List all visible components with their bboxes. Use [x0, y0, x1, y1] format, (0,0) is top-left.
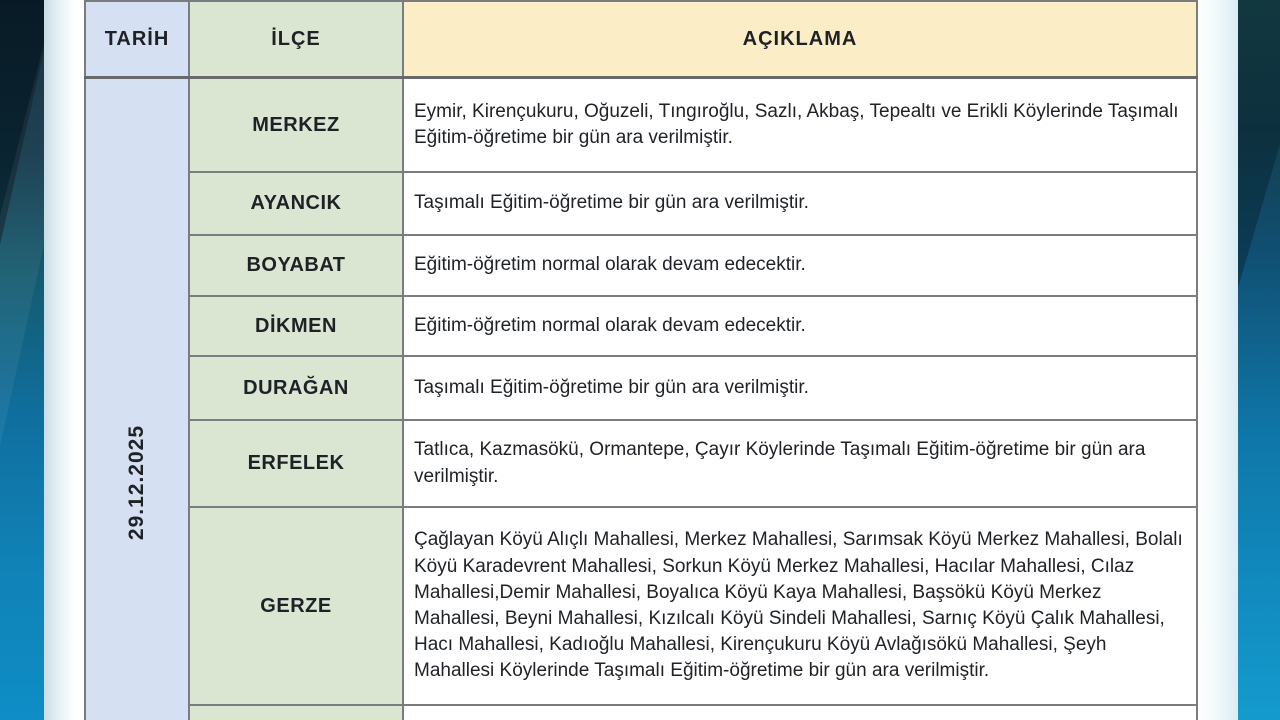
district-cell: ERFELEK [188, 419, 404, 508]
closure-table-wrapper: TARİH İLÇE AÇIKLAMA 29.12.2025 MERKEZ Ey… [84, 0, 1198, 720]
district-cell: GERZE [188, 506, 404, 706]
right-accent-band [1238, 0, 1280, 720]
description-cell: Tatlıca, Kazmasökü, Ormantepe, Çayır Köy… [402, 419, 1198, 508]
district-cell: SARAYDÜZÜ [188, 704, 404, 720]
header-description: AÇIKLAMA [402, 0, 1198, 79]
description-cell: Çağlayan Köyü Alıçlı Mahallesi, Merkez M… [402, 506, 1198, 706]
table-row: BOYABAT Eğitim-öğretim normal olarak dev… [85, 234, 1198, 297]
district-cell: AYANCIK [188, 171, 404, 236]
left-light-strip [44, 0, 84, 720]
date-cell: 29.12.2025 [84, 76, 190, 720]
description-cell: Eğitim-öğretim normal olarak devam edece… [402, 234, 1198, 297]
table-row: SARAYDÜZÜ Eğitim-öğretim normal olarak d… [85, 704, 1198, 720]
district-cell: MERKEZ [188, 76, 404, 173]
district-cell: DİKMEN [188, 295, 404, 357]
header-row: TARİH İLÇE AÇIKLAMA [84, 0, 1198, 79]
description-cell: Eymir, Kirençukuru, Oğuzeli, Tıngıroğlu,… [402, 76, 1198, 173]
table-row: DİKMEN Eğitim-öğretim normal olarak deva… [85, 295, 1198, 357]
date-label: 29.12.2025 [125, 424, 148, 541]
table-row: AYANCIK Taşımalı Eğitim-öğretime bir gün… [85, 171, 1198, 236]
description-cell: Eğitim-öğretim normal olarak devam edece… [402, 295, 1198, 357]
header-date: TARİH [84, 0, 190, 79]
right-light-strip [1196, 0, 1238, 720]
description-cell: Taşımalı Eğitim-öğretime bir gün ara ver… [402, 355, 1198, 421]
table-row: ERFELEK Tatlıca, Kazmasökü, Ormantepe, Ç… [85, 419, 1198, 508]
district-cell: DURAĞAN [188, 355, 404, 421]
description-cell: Taşımalı Eğitim-öğretime bir gün ara ver… [402, 171, 1198, 236]
table-row: DURAĞAN Taşımalı Eğitim-öğretime bir gün… [85, 355, 1198, 421]
table-row: GERZE Çağlayan Köyü Alıçlı Mahallesi, Me… [85, 506, 1198, 706]
closure-table: TARİH İLÇE AÇIKLAMA 29.12.2025 MERKEZ Ey… [84, 0, 1198, 720]
left-accent-band [0, 0, 44, 720]
header-district: İLÇE [188, 0, 404, 79]
table-row: 29.12.2025 MERKEZ Eymir, Kirençukuru, Oğ… [84, 76, 1198, 720]
district-cell: BOYABAT [188, 234, 404, 297]
description-cell: Eğitim-öğretim normal olarak devam edece… [402, 704, 1198, 720]
